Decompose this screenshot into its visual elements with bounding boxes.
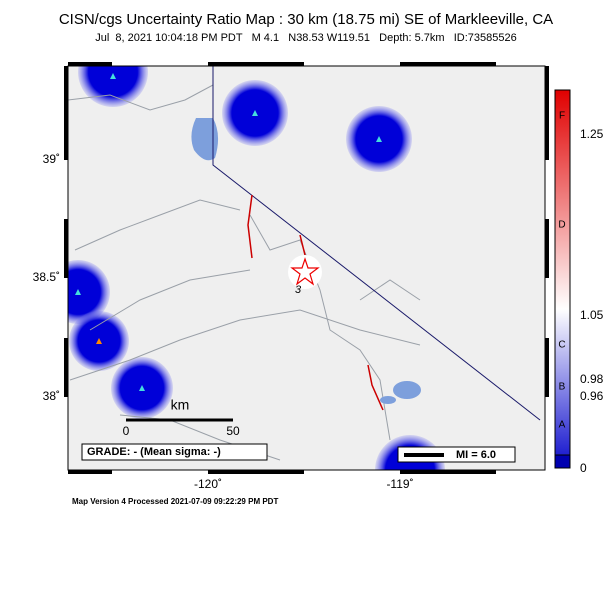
frame-ticks	[64, 62, 549, 474]
map-area: 3 GRADE: - (Mean sigma: -) MI = 6.0 km 0…	[68, 66, 545, 470]
grade-letter: F	[559, 111, 565, 122]
lon-label: -119˚	[386, 477, 413, 491]
colorbar-bottom	[554, 454, 571, 469]
scale-unit: km	[171, 397, 190, 413]
epicenter	[290, 257, 320, 286]
colorbar-label: 1.05	[580, 308, 604, 322]
scale-label: 50	[226, 424, 240, 438]
scale-label: 0	[123, 424, 130, 438]
lake-tahoe	[191, 118, 219, 161]
grade: GRADE: - (Mean sigma: -)	[87, 446, 221, 458]
grade-letter: B	[559, 382, 566, 393]
faults	[247, 194, 384, 411]
subtitle: Jul 8, 2021 10:04:18 PM PDT M 4.1 N38.53…	[95, 32, 517, 44]
colorbar-label: 0.98	[580, 372, 604, 386]
lat-label: 38˚	[43, 389, 60, 403]
station	[252, 110, 258, 116]
colorbar-label: 0	[580, 461, 587, 475]
lon-label: -120˚	[194, 477, 222, 491]
grade-letter: A	[559, 420, 566, 431]
event-label: 3	[295, 284, 302, 296]
station	[96, 338, 102, 344]
station	[139, 385, 145, 391]
mi-box	[397, 446, 516, 463]
grade-letter: C	[558, 340, 565, 351]
lake	[380, 396, 396, 404]
lat-label: 38.5˚	[33, 270, 60, 284]
station	[110, 73, 116, 79]
lake	[393, 381, 421, 399]
colorbar	[554, 89, 571, 456]
grade-letter: D	[558, 220, 565, 231]
title: CISN/cgs Uncertainty Ratio Map : 30 km (…	[59, 11, 553, 28]
footer: Map Version 4 Processed 2021-07-09 09:22…	[72, 497, 278, 506]
station	[75, 289, 81, 295]
roads	[68, 84, 421, 461]
grade-box	[81, 443, 268, 461]
colorbar-label: 1.25	[580, 127, 604, 141]
colorbar-label: 0.96	[580, 389, 604, 403]
event-circle	[288, 255, 322, 289]
state-border	[212, 66, 541, 421]
station	[376, 136, 382, 142]
lat-label: 39˚	[43, 152, 60, 166]
mi-label: MI = 6.0	[456, 449, 496, 461]
station-area	[68, 260, 110, 324]
